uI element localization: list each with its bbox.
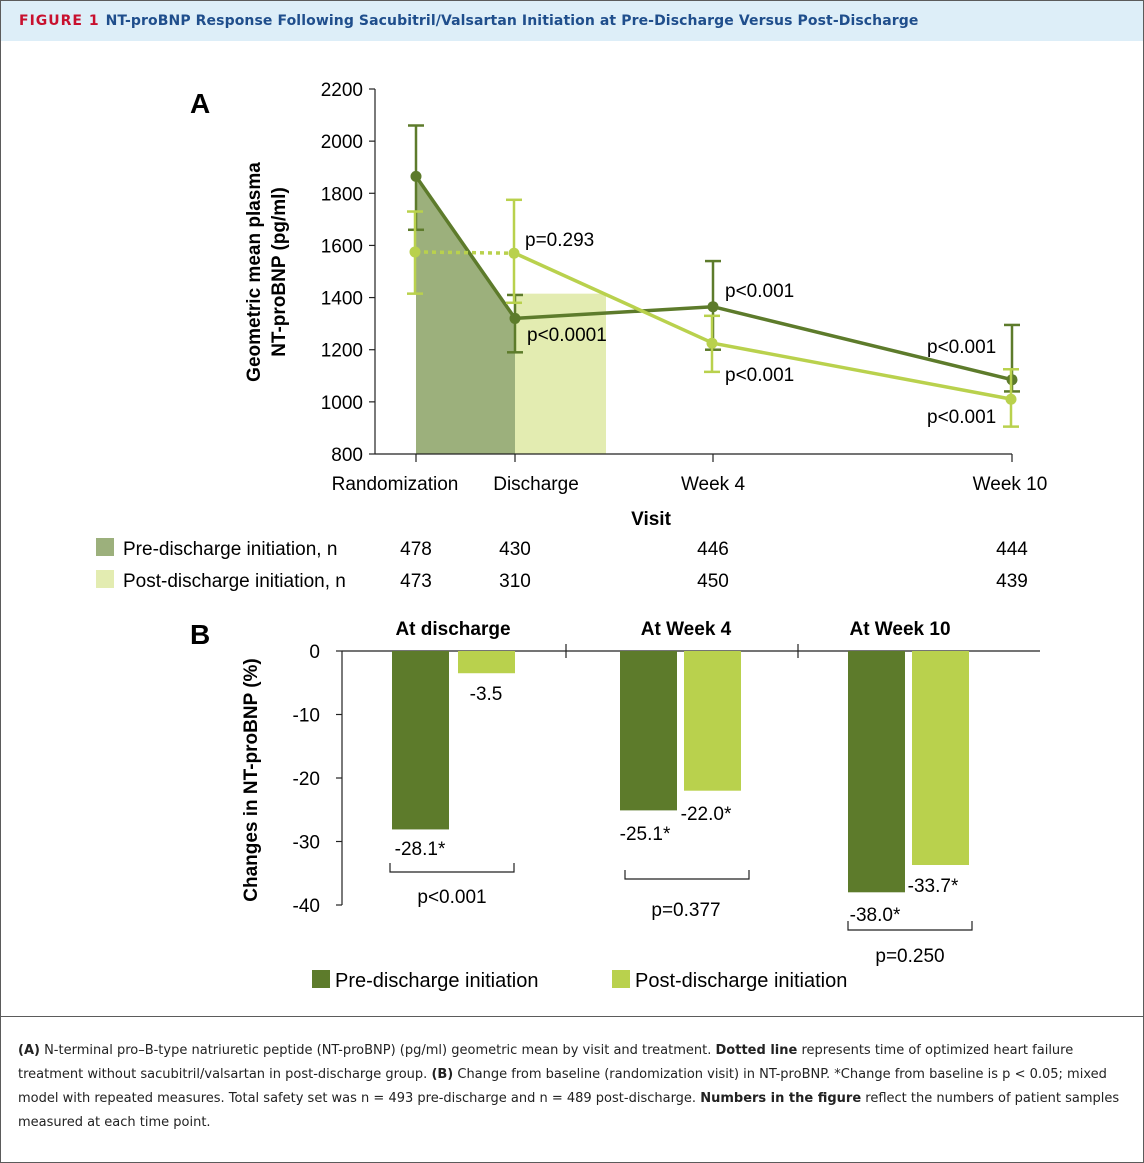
pre-bar (620, 651, 677, 811)
y-tick-label: 1000 (321, 393, 363, 414)
caption-numbers-bold: Numbers in the figure (700, 1091, 862, 1106)
pre-series-line (712, 304, 1013, 382)
caption-a-text: N-terminal pro–B-type natriuretic peptid… (39, 1043, 716, 1058)
post-data-point (1005, 393, 1017, 405)
y-tick-label: -20 (293, 769, 320, 790)
panel-b-label: B (190, 619, 210, 650)
x-tick-label: Week 4 (681, 474, 746, 495)
pre-n-swatch (96, 538, 114, 556)
pre-n-value: 430 (499, 539, 531, 560)
panel-a-chart: A 800 1000 1200 1400 1600 1800 2000 2200 Randomiz… (96, 80, 1048, 592)
y-axis-title-line: NT-proBNP (pg/ml) (269, 187, 290, 357)
y-tick-label: -10 (293, 706, 320, 727)
post-data-point (508, 247, 520, 259)
figure-caption: (A) N-terminal pro–B-type natriuretic pe… (18, 1039, 1124, 1135)
group-header: At discharge (395, 619, 510, 640)
pre-bar-label: -38.0* (850, 905, 901, 926)
post-legend-swatch (612, 970, 630, 988)
y-tick-label: -40 (293, 896, 320, 917)
y-axis-title: Changes in NT-proBNP (%) (241, 658, 262, 902)
y-tick-label: 2000 (321, 132, 363, 153)
post-bar-label: -22.0* (681, 804, 732, 825)
y-tick-label: 0 (309, 642, 320, 663)
group-header: At Week 10 (849, 619, 950, 640)
y-tick-label: 1400 (321, 289, 363, 310)
post-n-value: 450 (697, 571, 729, 592)
figure-title-line: FIGURE 1 NT-proBNP Response Following Sac… (19, 13, 919, 29)
y-tick-label: 1600 (321, 236, 363, 257)
post-bar (684, 651, 741, 791)
group-p-value: p=0.377 (651, 900, 720, 921)
y-tick-label: 2200 (321, 80, 363, 101)
figure-header: FIGURE 1 NT-proBNP Response Following Sac… (1, 1, 1143, 41)
p-value-annotation: p<0.001 (927, 407, 996, 428)
post-bar (912, 651, 969, 865)
pre-bar-label: -28.1* (395, 839, 446, 860)
pre-bar (848, 651, 905, 893)
post-bar (458, 651, 515, 674)
pre-data-point (707, 301, 719, 313)
y-tick-label: 1200 (321, 341, 363, 362)
post-series-line (712, 341, 1013, 401)
pre-n-value: 444 (996, 539, 1028, 560)
post-n-swatch (96, 570, 114, 588)
p-value-annotation: p=0.293 (525, 230, 594, 251)
x-tick-label: Week 10 (973, 474, 1048, 495)
pre-data-point (509, 312, 521, 324)
pre-bar (392, 651, 449, 830)
caption-b-text: Change from baseline (randomization visi… (18, 1067, 1107, 1106)
pre-legend-label: Pre-discharge initiation (335, 970, 538, 992)
post-n-row-label: Post-discharge initiation, n (123, 571, 346, 592)
x-axis-title: Visit (631, 509, 671, 530)
p-value-annotation: p<0.001 (927, 337, 996, 358)
y-axis-title-line: Geometric mean plasma (244, 162, 265, 382)
p-value-annotation: p<0.0001 (527, 325, 607, 346)
p-value-annotation: p<0.001 (725, 281, 794, 302)
figure-title: NT-proBNP Response Following Sacubitril/… (105, 13, 919, 29)
significance-bracket (624, 870, 750, 880)
y-tick-label: -30 (293, 833, 320, 854)
panel-a-label: A (190, 88, 210, 119)
y-tick-label: 800 (331, 445, 363, 466)
figure-label: FIGURE 1 (19, 13, 100, 29)
caption-divider (1, 1016, 1143, 1017)
post-bar-label: -3.5 (470, 684, 503, 705)
pre-series-line (514, 304, 714, 321)
post-data-point (409, 246, 421, 258)
caption-a-label: (A) (18, 1043, 40, 1058)
panel-b-chart: B 0 -10 -20 -30 -40 Changes in NT-proBNP (%) At… (190, 619, 1040, 992)
post-n-value: 439 (996, 571, 1028, 592)
caption-b-label: (B) (431, 1067, 454, 1082)
post-legend-label: Post-discharge initiation (635, 970, 847, 992)
pre-n-row-label: Pre-discharge initiation, n (123, 539, 337, 560)
post-n-value: 310 (499, 571, 531, 592)
x-tick-label: Randomization (332, 474, 459, 495)
post-n-value: 473 (400, 571, 432, 592)
pre-discharge-shaded-area (416, 176, 515, 454)
y-tick-label: 1800 (321, 184, 363, 205)
pre-n-value: 446 (697, 539, 729, 560)
group-p-value: p<0.001 (417, 887, 486, 908)
group-p-value: p=0.250 (875, 946, 944, 967)
post-data-point (706, 337, 718, 349)
pre-series-line (414, 175, 517, 320)
x-tick-label: Discharge (493, 474, 579, 495)
pre-data-point (410, 170, 422, 182)
post-series-line (514, 251, 714, 345)
group-header: At Week 4 (641, 619, 732, 640)
pre-bar-label: -25.1* (620, 824, 671, 845)
pre-legend-swatch (312, 970, 330, 988)
significance-bracket (847, 921, 973, 931)
caption-dotted-text: represents time of optimized heart failu… (18, 1043, 1074, 1082)
post-bar-label: -33.7* (908, 876, 959, 897)
caption-numbers-text: reflect the numbers of patient samples m… (18, 1091, 1120, 1130)
post-series-line (415, 250, 516, 255)
pre-n-value: 478 (400, 539, 432, 560)
caption-dotted-bold: Dotted line (715, 1043, 798, 1058)
p-value-annotation: p<0.001 (725, 365, 794, 386)
post-discharge-shaded-area (515, 293, 606, 454)
significance-bracket (389, 863, 515, 873)
